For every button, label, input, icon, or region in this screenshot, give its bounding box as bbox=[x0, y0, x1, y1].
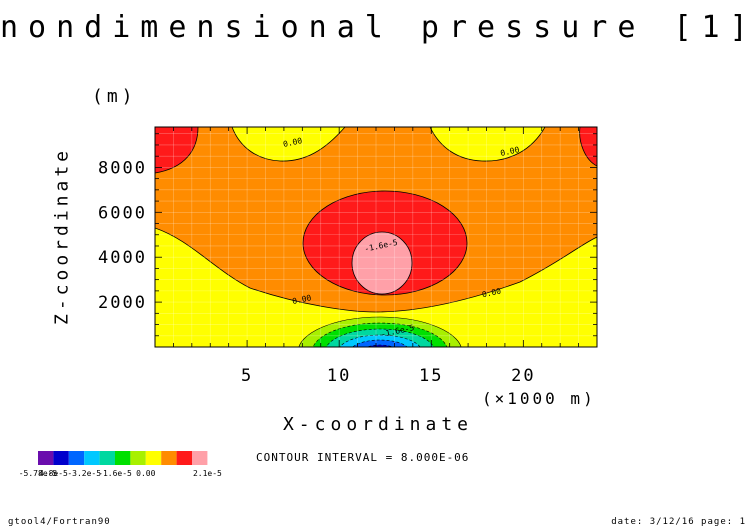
region-pink-peak bbox=[351, 231, 413, 295]
footer-software-label: gtool4/Fortran90 bbox=[8, 517, 111, 527]
contour-interval-text: CONTOUR INTERVAL = 8.000E-06 bbox=[256, 451, 470, 464]
legend-swatch bbox=[68, 451, 85, 465]
contour-label: 0.00 bbox=[282, 136, 303, 149]
legend-swatch bbox=[145, 451, 162, 465]
contour-label: 0.00 bbox=[500, 145, 521, 158]
region-neg-5 bbox=[352, 339, 408, 347]
y-tick-label: 8000 bbox=[98, 158, 147, 178]
region-yellow-lower bbox=[155, 227, 597, 347]
contour-field bbox=[155, 127, 597, 347]
region-red-top-left bbox=[155, 127, 199, 174]
chart-title: nondimensional pressure [1] bbox=[0, 10, 752, 45]
legend-swatch bbox=[192, 451, 208, 465]
legend-swatch bbox=[84, 451, 100, 465]
legend-label: 2.1e-5 bbox=[193, 469, 222, 478]
legend-label: 4.8e-5 bbox=[39, 469, 68, 478]
y-tick-label: 6000 bbox=[98, 203, 147, 223]
legend-label: 0.00 bbox=[136, 469, 155, 478]
legend-swatch bbox=[38, 451, 54, 465]
y-tick-label: 4000 bbox=[98, 248, 147, 268]
x-tick-label: 10 bbox=[327, 366, 351, 386]
grid bbox=[155, 127, 597, 347]
legend-swatch bbox=[130, 451, 146, 465]
region-yellow-top-left bbox=[231, 127, 346, 162]
x-tick-label: 5 bbox=[241, 366, 253, 386]
legend-swatch bbox=[99, 451, 115, 465]
legend-label: -3.2e-5 bbox=[67, 469, 101, 478]
y-axis-unit: (m) bbox=[92, 86, 137, 107]
legend-label: -5.78e-5 bbox=[19, 469, 58, 478]
x-tick-label: 15 bbox=[419, 366, 443, 386]
x-axis-unit: (×1000 m) bbox=[482, 389, 596, 408]
y-tick-label: 2000 bbox=[98, 293, 147, 313]
legend-swatch bbox=[115, 451, 131, 465]
legend-swatch bbox=[176, 451, 192, 465]
footer-date-page: date: 3/12/16 page: 1 bbox=[611, 517, 746, 527]
contour-label: 0.00 bbox=[291, 293, 312, 306]
color-legend: -5.78e-54.8e-5 -3.2e-5-1.6e-5 0.00 2.1e-5 bbox=[19, 451, 222, 478]
x-tick-label: 20 bbox=[511, 366, 535, 386]
contour-label: 0.00 bbox=[481, 286, 502, 299]
region-yellow-top-right bbox=[429, 127, 546, 162]
legend-swatch bbox=[53, 451, 69, 465]
legend-swatch bbox=[161, 451, 177, 465]
x-axis-label: X-coordinate bbox=[282, 414, 474, 435]
axes: 5 10 15 20 2000 4000 6000 8000 bbox=[98, 127, 597, 386]
legend-label: -1.6e-5 bbox=[98, 469, 132, 478]
